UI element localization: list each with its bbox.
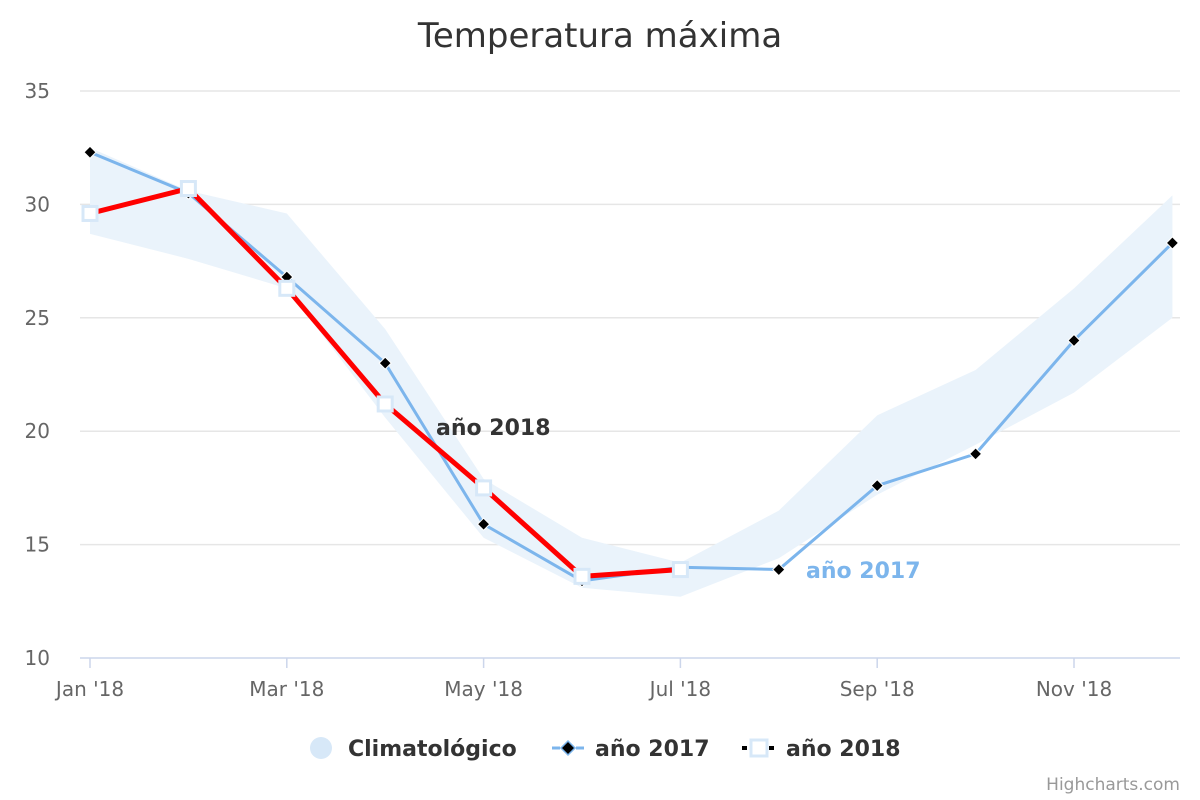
credits-link[interactable]: Highcharts.com — [1046, 775, 1180, 795]
grid-lines — [80, 90, 1180, 546]
x-tick-label: Mar '18 — [249, 677, 324, 701]
x-axis-ticks: Jan '18 Mar '18 May '18 Jul '18 Sep '18 Nov '… — [54, 658, 1112, 701]
data-point-2017[interactable] — [476, 517, 491, 531]
y-axis-ticks: 10 15 20 25 30 35 — [25, 79, 50, 670]
series-markers — [81, 145, 1180, 588]
data-point-2017[interactable] — [968, 447, 983, 461]
legend-label-2018: año 2018 — [786, 737, 901, 762]
data-point-2018[interactable] — [475, 479, 493, 497]
legend: Climatológico año 2017 año 2018 — [310, 737, 901, 762]
y-tick-label: 35 — [25, 79, 50, 103]
data-point-2018[interactable] — [278, 279, 296, 297]
legend-label-2017: año 2017 — [595, 737, 710, 762]
y-tick-label: 15 — [25, 533, 50, 557]
legend-item-2018[interactable]: año 2018 — [742, 737, 901, 762]
series-label-2017: año 2017 — [806, 559, 921, 584]
x-tick-label: Nov '18 — [1036, 677, 1112, 701]
data-point-2017[interactable] — [1165, 236, 1180, 250]
series-labels: año 2018 año 2017 — [436, 416, 921, 584]
data-point-2018[interactable] — [376, 395, 394, 413]
data-point-2018[interactable] — [671, 561, 689, 579]
data-point-2018[interactable] — [81, 204, 99, 222]
data-point-2018[interactable] — [179, 180, 197, 198]
legend-circle-icon — [310, 737, 332, 759]
legend-label-climatologico: Climatológico — [348, 737, 517, 762]
y-tick-label: 30 — [25, 192, 50, 216]
legend-diamond-icon — [559, 739, 577, 757]
data-point-2017[interactable] — [378, 356, 392, 370]
data-point-2017[interactable] — [870, 478, 884, 493]
data-point-2017[interactable] — [83, 145, 97, 159]
data-point-2017[interactable] — [772, 562, 786, 577]
x-tick-label: Jul '18 — [648, 677, 711, 701]
x-tick-label: Jan '18 — [54, 677, 124, 701]
chart-title: Temperatura máxima — [417, 16, 782, 56]
x-tick-label: May '18 — [444, 677, 523, 701]
series-label-2018: año 2018 — [436, 416, 551, 441]
legend-item-climatologico[interactable]: Climatológico — [310, 737, 517, 762]
y-tick-label: 10 — [25, 646, 50, 670]
x-tick-label: Sep '18 — [840, 677, 915, 701]
y-tick-label: 20 — [25, 419, 50, 443]
y-tick-label: 25 — [25, 306, 50, 330]
legend-square-icon — [749, 738, 769, 758]
legend-item-2017[interactable]: año 2017 — [552, 737, 710, 762]
data-point-2017[interactable] — [1067, 333, 1081, 348]
data-point-2018[interactable] — [573, 567, 591, 585]
